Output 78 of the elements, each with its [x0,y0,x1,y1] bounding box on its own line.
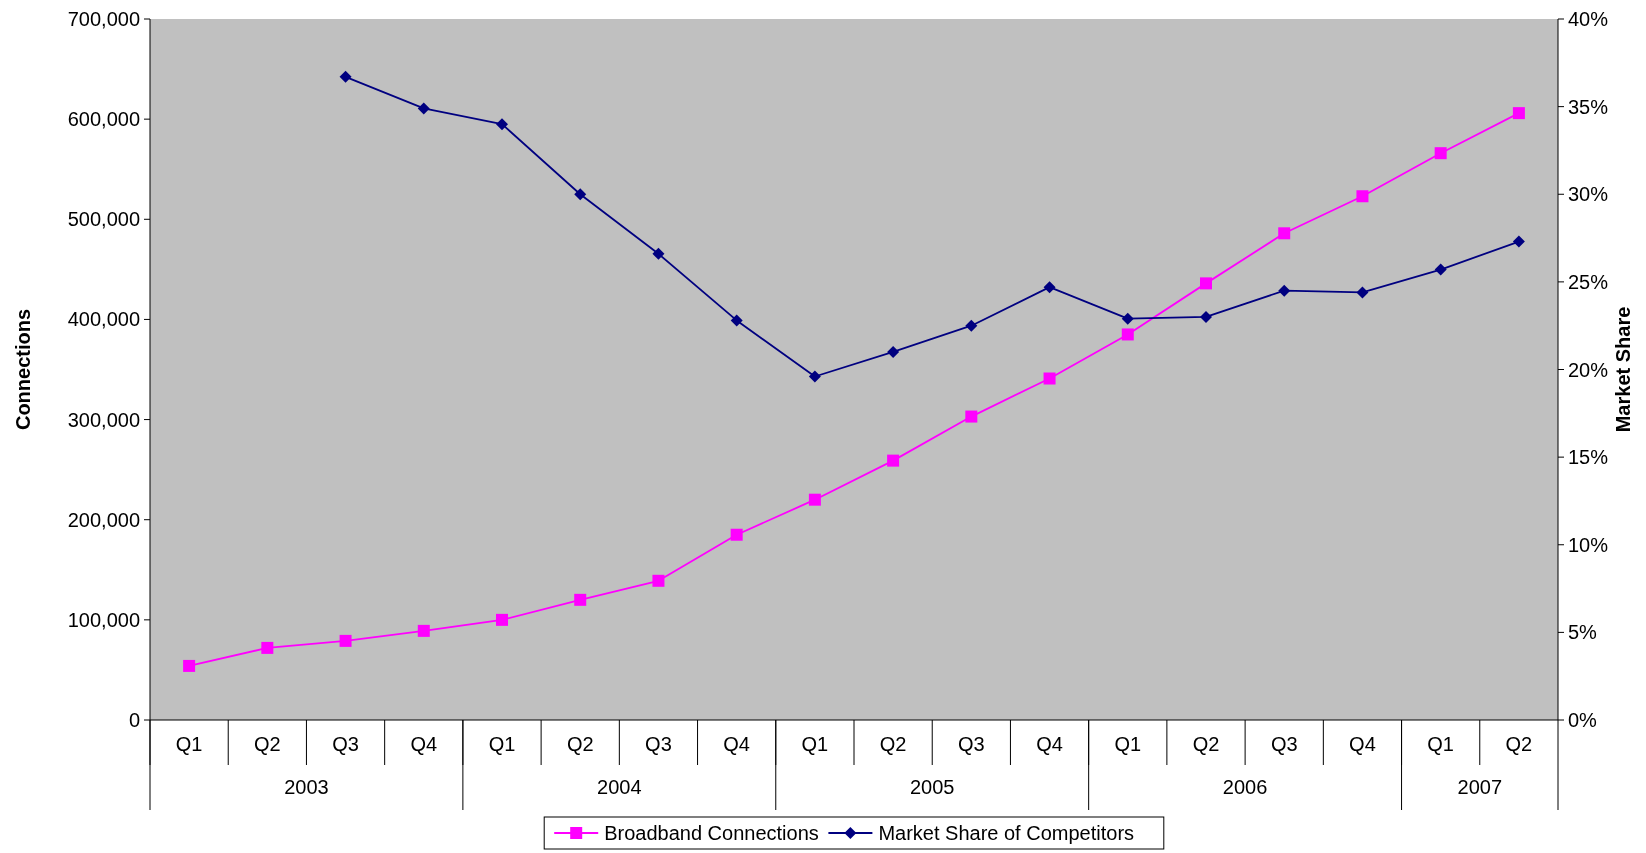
text: 2007 [1457,776,1503,798]
y2-tick-label: 40% [1568,8,1609,30]
x-tick-label: Q4 [1349,733,1376,755]
x-tick-label: Q1 [1114,733,1142,755]
point [1278,227,1291,240]
legend-label: Broadband Connections [604,822,819,844]
x-tick-label: Q3 [957,733,985,755]
x-tick-label: Q4 [723,733,751,755]
y-tick-label: 100,000 [67,608,140,631]
point [1121,328,1134,341]
x-tick-label: Q2 [1505,733,1533,755]
x-tick-label: Q3 [645,733,672,755]
x-tick-label: Q2 [879,733,907,755]
legend-label: Market Share of Competitors [878,822,1135,844]
point [808,370,821,383]
point [1434,263,1447,276]
text: 2004 [597,776,642,798]
x-tick-label: Q1 [488,733,516,755]
point [496,613,508,626]
text: 2006 [1222,776,1268,798]
point [652,247,665,260]
point [1200,277,1212,290]
y2-tick-label: 10% [1568,533,1609,556]
y2-tick-label: 25% [1568,270,1609,293]
y-tick-label: 0 [128,709,140,731]
x-tick-label: Q3 [332,733,359,755]
point [887,454,900,467]
point [417,624,430,637]
text: 2003 [284,776,329,798]
point [339,70,352,83]
point [261,641,274,654]
point [1512,235,1525,248]
point [574,593,587,606]
point [1512,107,1525,120]
x-tick-label: Q1 [1427,733,1455,755]
text: 2005 [909,776,955,798]
x-tick-label: Q2 [566,733,594,755]
point [1278,284,1291,297]
x-tick-label: Q2 [1192,733,1220,755]
point [339,634,352,647]
y2-tick-label: 20% [1568,358,1609,381]
y2-tick-label: 5% [1568,621,1598,644]
y2-axis-title: Market Share [1612,306,1634,433]
point [965,319,978,332]
point [965,410,978,423]
point [574,188,587,201]
y-axis-title: Connections [12,308,34,431]
point [808,493,821,506]
y2-tick-label: 30% [1568,183,1609,206]
point [887,345,900,358]
x-tick-label: Q1 [801,733,829,755]
x-tick-label: Q4 [410,733,438,755]
y2-tick-label: 0% [1568,709,1598,731]
x-tick-label: Q2 [253,733,281,755]
y2-tick-label: 35% [1568,95,1609,118]
point [1356,190,1369,203]
point [417,102,430,115]
y-tick-label: 200,000 [67,508,140,531]
point [652,574,665,587]
point [1043,372,1056,385]
point [1356,286,1369,299]
y-tick-label: 700,000 [67,8,140,30]
x-tick-label: Q3 [1270,733,1298,755]
x-tick-label: Q4 [1036,733,1063,755]
point [183,659,196,672]
point [1043,281,1056,294]
y2-tick-label: 15% [1568,446,1609,469]
point [730,314,743,327]
point [730,528,743,541]
point [1434,147,1447,160]
y-tick-label: 300,000 [67,408,140,431]
point [1200,310,1212,323]
point [1121,312,1134,325]
y-tick-label: 500,000 [67,208,140,231]
y-tick-label: 600,000 [67,108,140,131]
point [496,118,508,131]
x-tick-label: Q1 [175,733,203,755]
y-tick-label: 400,000 [67,308,140,331]
